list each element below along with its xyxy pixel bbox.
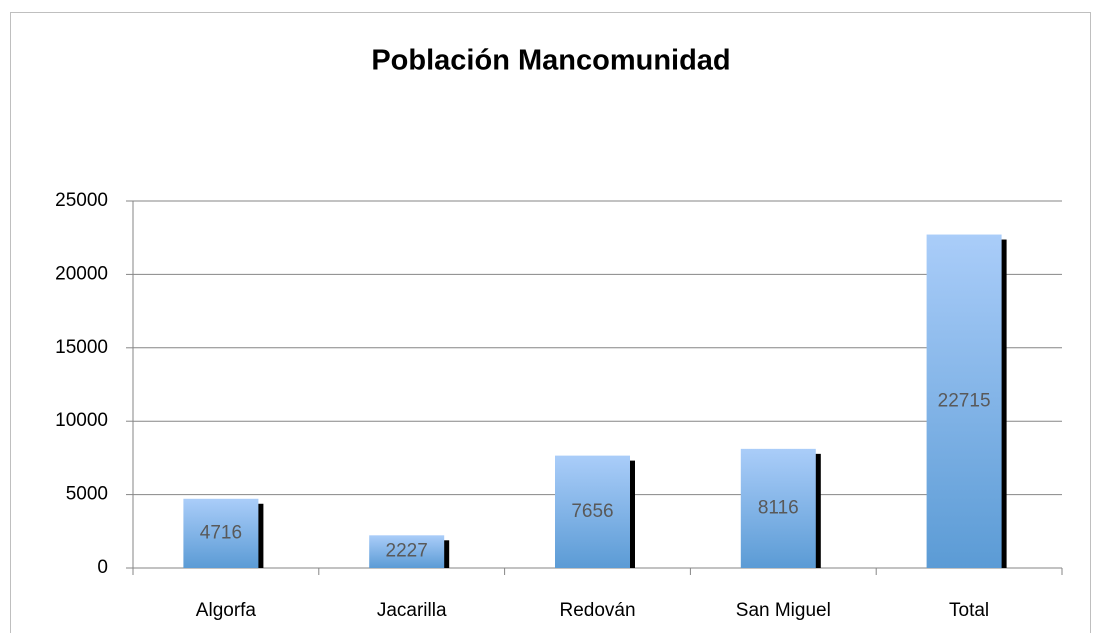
bar — [740, 448, 816, 568]
x-tick-label: Algorfa — [196, 600, 257, 621]
data-label: 8116 — [758, 497, 799, 518]
x-tick-label: Jacarilla — [377, 600, 447, 621]
bar — [369, 535, 445, 568]
data-label: 7656 — [571, 501, 613, 522]
y-tick-label: 15000 — [55, 337, 108, 358]
y-tick-label: 5000 — [66, 484, 108, 505]
data-label: 22715 — [938, 390, 991, 411]
y-tick-label: 10000 — [55, 410, 108, 431]
data-label: 2227 — [386, 541, 428, 562]
y-tick-label: 20000 — [55, 263, 108, 284]
x-tick-label: Redován — [559, 600, 635, 621]
bar — [183, 498, 259, 568]
chart-title: Población Mancomunidad — [371, 45, 730, 77]
bar — [555, 455, 630, 568]
x-tick-label: San Miguel — [736, 600, 831, 621]
x-tick-label: Total — [949, 600, 989, 621]
bar — [926, 234, 1002, 568]
data-label: 4716 — [200, 522, 242, 543]
y-tick-label: 0 — [97, 557, 108, 578]
y-tick-label: 25000 — [55, 190, 108, 211]
